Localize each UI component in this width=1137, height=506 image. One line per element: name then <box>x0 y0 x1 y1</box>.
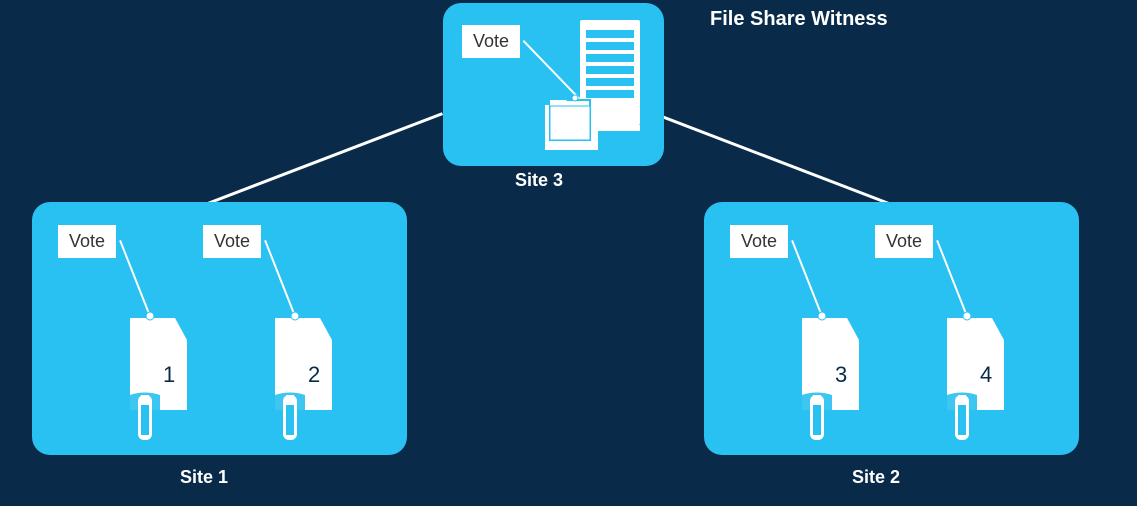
site1-vote-tag-0: Vote <box>58 225 116 258</box>
site2-vote-tag-0: Vote <box>730 225 788 258</box>
site1-server-icon-0 <box>105 300 195 440</box>
site2-label: Site 2 <box>852 467 900 488</box>
site2-server-icon-0 <box>777 300 867 440</box>
file-share-witness-icon <box>540 20 650 155</box>
site3-label: Site 3 <box>515 170 563 191</box>
witness-title: File Share Witness <box>710 8 888 31</box>
site2-server-number-0: 3 <box>835 362 847 388</box>
site-connector-1 <box>661 115 910 213</box>
site-connector-0 <box>194 112 443 210</box>
site1-vote-tag-1: Vote <box>203 225 261 258</box>
site1-server-number-1: 2 <box>308 362 320 388</box>
site2-server-icon-1 <box>922 300 1012 440</box>
site2-server-number-1: 4 <box>980 362 992 388</box>
site1-server-number-0: 1 <box>163 362 175 388</box>
diagram-canvas: File Share Witness Site 3 Vote Site 1 Vote <box>0 0 1137 506</box>
site1-label: Site 1 <box>180 467 228 488</box>
site1-server-icon-1 <box>250 300 340 440</box>
witness-vote-tag: Vote <box>462 25 520 58</box>
site2-vote-tag-1: Vote <box>875 225 933 258</box>
